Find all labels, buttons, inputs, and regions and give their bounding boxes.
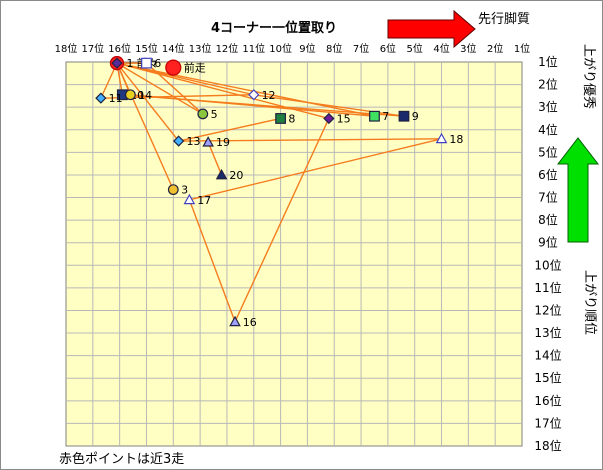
point-marker-circle — [124, 89, 136, 101]
x-tick-label: 7位 — [353, 42, 369, 55]
x-tick-label: 16位 — [108, 42, 131, 55]
point-label: 6 — [154, 57, 161, 70]
point-marker-triangle — [183, 193, 196, 205]
x-tick-labels: 18位 17位 16位 15位 14位 13位 12位 11位 10位 9位 8位 7位 6位 5位 4位 3… — [55, 42, 531, 55]
grid-lines — [66, 62, 522, 446]
y-tick-label: 14位 — [534, 348, 561, 363]
plot-area — [65, 61, 523, 447]
y-tick-label: 6位 — [538, 167, 558, 182]
x-tick-label: 6位 — [380, 42, 396, 55]
x-tick-label: 8位 — [326, 42, 342, 55]
connector-line — [178, 138, 442, 142]
point-label: 20 — [229, 169, 243, 182]
x-tick-label: 3位 — [460, 42, 476, 55]
connector-line — [189, 138, 442, 201]
point-marker-square — [369, 110, 380, 122]
point-label: 12 — [262, 89, 276, 102]
red-right-arrow-icon — [387, 9, 476, 49]
x-tick-label: 18位 — [55, 42, 78, 55]
y-tick-label: 8位 — [538, 212, 558, 227]
point-marker-triangle — [229, 315, 241, 327]
x-tick-label: 1位 — [514, 42, 530, 55]
arrow-up-label: 上がり優秀 — [581, 44, 596, 109]
connector-line — [234, 118, 330, 323]
y-tick-label: 13位 — [534, 325, 561, 340]
point-label: 前走 — [184, 61, 206, 75]
y-axis-label: 上がり順位 — [582, 270, 597, 335]
y-tick-label: 11位 — [534, 280, 561, 295]
y-tick-label: 17位 — [534, 415, 561, 430]
x-tick-label: 2位 — [487, 42, 503, 55]
y-tick-label: 3位 — [538, 99, 558, 114]
y-tick-label: 7位 — [538, 190, 558, 205]
point-label: 13 — [186, 135, 200, 148]
connector-line — [146, 62, 204, 115]
point-label: 16 — [243, 316, 257, 329]
point-marker-triangle — [202, 136, 214, 147]
x-tick-label: 14位 — [162, 42, 185, 55]
point-label: 7 — [382, 110, 389, 123]
x-tick-label: 9位 — [299, 42, 315, 55]
connector-line — [188, 199, 236, 323]
point-marker-square — [275, 113, 286, 124]
point-marker-circle — [197, 108, 209, 120]
y-tick-label: 16位 — [534, 393, 561, 408]
point-label: 8 — [288, 112, 295, 125]
chart-title: 4コーナー一位置取り — [211, 20, 337, 36]
y-tick-labels: 1位 2位 3位 4位 5位 6位 7位 8位 9位 10位 11位 12位 13位 14位 15位 16位 1… — [534, 54, 561, 453]
y-tick-label: 4位 — [538, 122, 558, 137]
point-label: 11 — [109, 92, 123, 105]
point-label: 18 — [449, 133, 463, 146]
point-label: 15 — [337, 112, 351, 125]
point-label: 14 — [138, 89, 152, 102]
x-tick-label: 10位 — [269, 42, 292, 55]
connector-line — [116, 62, 204, 115]
point-marker-square — [398, 110, 410, 122]
point-marker-diamond — [323, 112, 335, 125]
green-up-arrow-icon — [556, 137, 600, 243]
point-label: 3 — [181, 184, 188, 197]
point-marker-square — [141, 57, 152, 69]
y-tick-label: 15位 — [534, 370, 561, 385]
point-marker-circle — [165, 59, 182, 76]
point-marker-diamond — [173, 135, 185, 147]
x-tick-label: 5位 — [407, 42, 423, 55]
point-label: 19 — [216, 136, 230, 149]
point-marker-diamond — [95, 92, 107, 104]
point-label: 17 — [197, 194, 211, 207]
point-marker-diamond — [111, 57, 123, 69]
connector-line — [116, 62, 180, 142]
x-tick-label: 11位 — [242, 42, 265, 55]
point-marker-triangle — [215, 168, 228, 180]
x-tick-label: 15位 — [135, 42, 158, 55]
point-marker-triangle — [435, 132, 448, 144]
point-marker-circle — [167, 184, 179, 196]
point-label: 9 — [412, 110, 419, 123]
x-tick-label: 12位 — [216, 42, 239, 55]
connector-line — [116, 62, 375, 117]
footnote: 赤色ポイントは近3走 — [59, 451, 184, 467]
y-tick-label: 9位 — [538, 235, 558, 250]
y-tick-label: 10位 — [534, 257, 561, 272]
point-label: 1 — [126, 57, 133, 70]
connector-line — [207, 141, 223, 176]
y-tick-label: 12位 — [534, 302, 561, 317]
connector-lines — [100, 62, 442, 323]
y-tick-label: 2位 — [538, 77, 558, 92]
data-points: 1前々前走26101411125815791319182031716 — [95, 56, 463, 329]
point-marker-diamond — [248, 89, 260, 101]
y-tick-label: 5位 — [538, 144, 558, 159]
x-tick-label: 17位 — [81, 42, 104, 55]
point-label: 5 — [211, 108, 218, 121]
x-tick-label: 13位 — [189, 42, 212, 55]
y-tick-label: 1位 — [538, 54, 558, 69]
arrow-right-label: 先行脚質 — [478, 11, 530, 27]
y-tick-label: 18位 — [534, 438, 561, 453]
connector-line — [130, 94, 375, 117]
x-tick-label: 4位 — [433, 42, 449, 55]
connector-line — [178, 117, 281, 142]
connector-line — [116, 62, 174, 190]
